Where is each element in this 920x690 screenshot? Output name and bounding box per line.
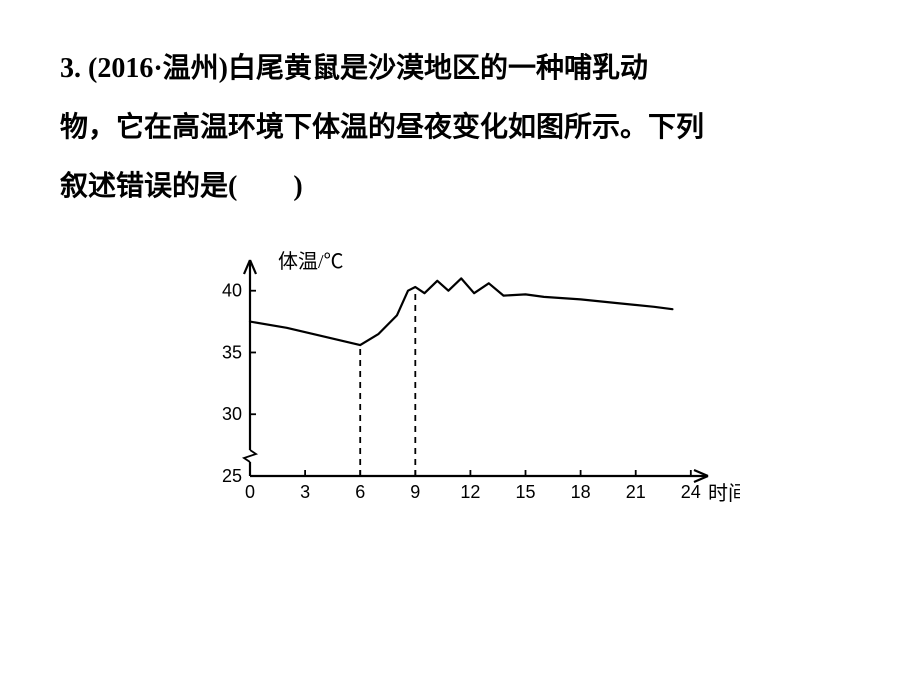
- svg-text:3: 3: [300, 482, 310, 502]
- question-text: 3. (2016·温州)白尾黄鼠是沙漠地区的一种哺乳动 物，它在高温环境下体温的…: [0, 0, 920, 236]
- svg-text:18: 18: [571, 482, 591, 502]
- svg-text:体温/℃: 体温/℃: [278, 250, 344, 273]
- question-number: 3.: [60, 53, 81, 84]
- svg-text:6: 6: [355, 482, 365, 502]
- chart-container: 25 30 35 40 0 3 6 9 12 15 18 21 24 体温/℃ 时间/时: [0, 236, 920, 526]
- svg-text:24: 24: [681, 482, 701, 502]
- svg-text:9: 9: [410, 482, 420, 502]
- svg-text:0: 0: [245, 482, 255, 502]
- question-source: (2016·温州): [88, 53, 228, 84]
- temperature-chart: 25 30 35 40 0 3 6 9 12 15 18 21 24 体温/℃ 时间/时: [180, 246, 740, 526]
- question-line-3: 叙述错误的是( ): [60, 171, 303, 202]
- svg-text:时间/时: 时间/时: [708, 482, 740, 505]
- svg-text:15: 15: [515, 482, 535, 502]
- question-line-1: 白尾黄鼠是沙漠地区的一种哺乳动: [228, 53, 648, 84]
- svg-text:35: 35: [222, 343, 242, 363]
- svg-text:40: 40: [222, 281, 242, 301]
- question-line-2: 物，它在高温环境下体温的昼夜变化如图所示。下列: [60, 112, 704, 143]
- svg-text:30: 30: [222, 405, 242, 425]
- svg-text:21: 21: [626, 482, 646, 502]
- svg-text:12: 12: [460, 482, 480, 502]
- chart-svg: 25 30 35 40 0 3 6 9 12 15 18 21 24 体温/℃ 时间/时: [180, 246, 740, 526]
- svg-text:25: 25: [222, 466, 242, 486]
